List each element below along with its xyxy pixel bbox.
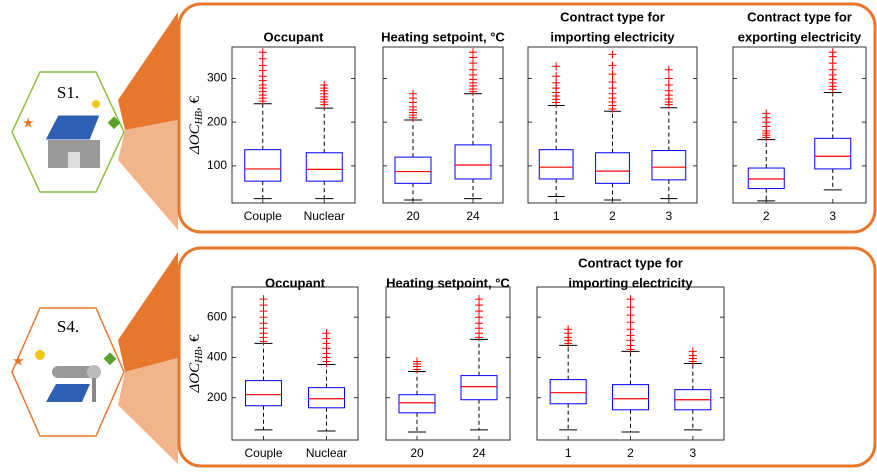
subplot-title: exporting electricity (738, 29, 862, 44)
box (308, 387, 345, 409)
outlier (475, 295, 483, 304)
y-axis-label-main: ΔOC (187, 123, 203, 155)
axes-frame (231, 46, 356, 204)
y-tick-label: 600 (207, 309, 227, 323)
y-axis-label-sub: HB (194, 111, 205, 125)
outlier (626, 303, 635, 312)
box (651, 150, 687, 181)
box (549, 379, 587, 405)
box (245, 380, 282, 407)
axes-frame (231, 286, 359, 441)
y-axis-label: ΔOCHB, € (187, 334, 205, 394)
x-tick-label: 3 (829, 209, 836, 223)
outlier (320, 81, 329, 90)
outlier (409, 89, 417, 98)
outlier (626, 311, 635, 320)
outlier (258, 48, 267, 57)
x-tick-label: 2 (609, 209, 616, 223)
connector (118, 358, 178, 464)
box (595, 152, 630, 184)
y-tick-label: 200 (207, 114, 227, 128)
box (398, 394, 436, 414)
subplot-title: Heating setpoint, °C (381, 29, 505, 44)
y-tick-label: 200 (207, 390, 227, 404)
x-tick-label: 3 (689, 446, 696, 460)
outlier (664, 74, 673, 83)
scenario-icon: S4. ★ (11, 307, 125, 437)
x-tick-label: 1 (565, 446, 572, 460)
y-tick-label: 100 (207, 158, 227, 172)
svg-text:★: ★ (22, 115, 35, 131)
x-tick-label: Couple (244, 446, 282, 460)
outlier (552, 72, 561, 81)
box (454, 144, 492, 180)
outlier (626, 295, 635, 304)
box (538, 149, 574, 180)
outlier (322, 329, 331, 338)
box (747, 167, 785, 190)
outlier (762, 109, 771, 118)
box (612, 384, 649, 411)
subplot-title: Contract type for (578, 255, 683, 270)
subplot-title: Contract type for (560, 9, 665, 24)
outlier (564, 325, 573, 334)
y-axis-label-sub: HB (194, 350, 205, 364)
outlier (608, 70, 617, 79)
outlier (626, 325, 635, 334)
subplot-title: Occupant (265, 275, 326, 290)
outlier (664, 65, 673, 74)
outlier (552, 62, 561, 71)
outlier (626, 318, 635, 327)
subplot-title: importing electricity (550, 29, 675, 44)
outlier (413, 357, 421, 366)
box (460, 375, 498, 401)
x-tick-label: Nuclear (304, 209, 345, 223)
box (244, 149, 282, 182)
outlier (469, 48, 477, 57)
box (814, 137, 852, 170)
x-tick-label: Nuclear (306, 446, 347, 460)
x-tick-label: 24 (466, 209, 480, 223)
subplot-title: Heating setpoint, °C (386, 275, 510, 290)
y-axis-label: ΔOCHB, € (187, 96, 205, 156)
outlier (259, 295, 268, 304)
y-axis-label-unit: , € (187, 96, 203, 112)
x-tick-label: 3 (665, 209, 672, 223)
x-tick-label: 20 (410, 446, 424, 460)
axes-frame (382, 46, 504, 204)
y-tick-label: 400 (207, 350, 227, 364)
subplot-title: Contract type for (747, 9, 852, 24)
y-axis-label-main: ΔOC (187, 362, 203, 394)
scenario-icon: S1. ★ (11, 71, 125, 193)
x-tick-label: 24 (472, 446, 486, 460)
outlier (608, 77, 617, 86)
subplot-title: Occupant (264, 29, 325, 44)
x-tick-label: 2 (627, 446, 634, 460)
x-tick-label: Couple (244, 209, 282, 223)
outlier (688, 347, 697, 356)
x-tick-label: 2 (763, 209, 770, 223)
box (305, 152, 343, 182)
connector (118, 12, 178, 130)
outlier (608, 61, 617, 70)
box (394, 156, 432, 184)
svg-text:★: ★ (12, 353, 25, 369)
connector (118, 120, 178, 230)
axes-frame (385, 286, 511, 441)
scenario-label: S4. (57, 317, 79, 336)
subplot-title: importing electricity (568, 275, 693, 290)
axes-frame (732, 46, 867, 204)
x-tick-label: 1 (553, 209, 560, 223)
connector (118, 252, 178, 372)
x-tick-label: 20 (406, 209, 420, 223)
y-tick-label: 300 (207, 71, 227, 85)
y-axis-label-unit: , € (187, 334, 203, 350)
outlier (608, 50, 617, 59)
scenario-label: S1. (57, 83, 79, 102)
outlier (828, 48, 837, 57)
